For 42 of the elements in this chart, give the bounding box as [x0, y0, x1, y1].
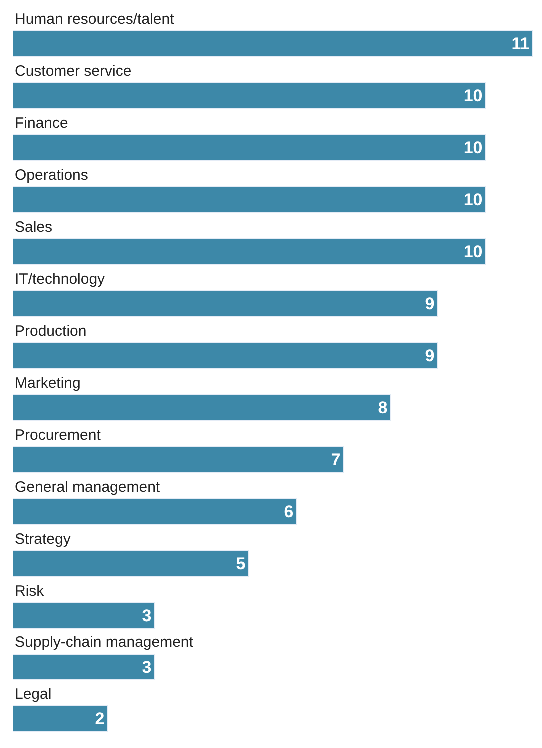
bar — [13, 550, 249, 577]
bar — [13, 238, 486, 265]
data-label: 10 — [464, 190, 483, 210]
y-tick-label: General management — [15, 479, 161, 496]
data-label: 2 — [95, 709, 105, 728]
bar — [13, 342, 438, 369]
bar — [13, 30, 533, 57]
bar — [13, 134, 486, 161]
data-label: 10 — [464, 242, 483, 262]
data-label: 6 — [284, 502, 294, 522]
data-label: 10 — [464, 86, 483, 106]
y-tick-label: Strategy — [15, 531, 72, 548]
y-tick-label: Production — [15, 323, 87, 340]
data-label: 8 — [378, 398, 388, 418]
data-label: 5 — [236, 554, 246, 574]
y-tick-label: Finance — [15, 115, 68, 132]
y-tick-label: Risk — [15, 583, 45, 600]
data-label: 7 — [331, 450, 341, 470]
data-label: 11 — [512, 34, 530, 54]
bar — [13, 602, 155, 629]
y-tick-label: Operations — [15, 167, 88, 184]
y-tick-label: Supply-chain management — [15, 634, 194, 651]
bar — [13, 394, 391, 421]
bar — [13, 446, 344, 473]
y-tick-label: Legal — [15, 686, 52, 703]
bar — [13, 706, 108, 732]
bar — [13, 654, 155, 680]
data-label: 9 — [425, 346, 435, 366]
y-tick-label: IT/technology — [15, 271, 106, 288]
data-label: 3 — [142, 606, 152, 626]
bar — [13, 498, 297, 525]
y-tick-label: Customer service — [15, 63, 132, 80]
data-label: 9 — [425, 294, 435, 314]
bar — [13, 186, 486, 213]
data-label: 3 — [142, 658, 152, 677]
y-tick-label: Sales — [15, 219, 53, 236]
data-label: 10 — [464, 138, 483, 158]
bar — [13, 82, 486, 109]
y-tick-label: Marketing — [15, 375, 81, 392]
y-tick-label: Procurement — [15, 427, 102, 444]
y-tick-label: Human resources/talent — [15, 11, 176, 28]
bar — [13, 290, 438, 317]
